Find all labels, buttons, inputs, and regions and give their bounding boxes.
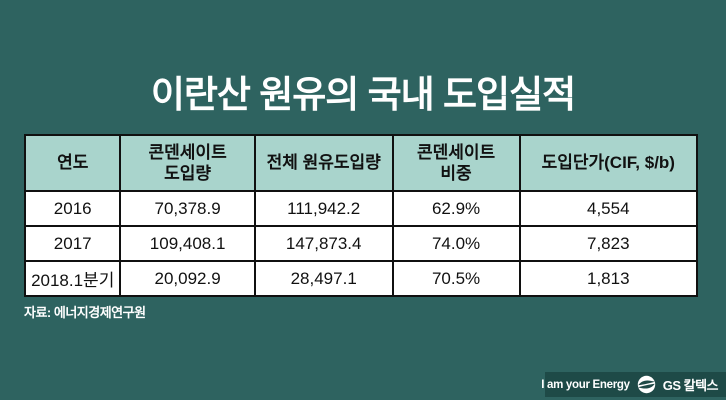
brand-name: GS 칼텍스 [662, 378, 719, 393]
cell-unit-price: 4,554 [518, 190, 699, 227]
import-data-table: 연도 콘덴세이트 도입량 전체 원유도입량 콘덴세이트 비중 도입단가(CIF,… [23, 134, 699, 297]
cell-year: 2016 [23, 190, 122, 227]
cell-total-crude-imports: 147,873.4 [253, 225, 394, 262]
table-row: 2016 70,378.9 111,942.2 62.9% 4,554 [23, 190, 699, 227]
header-cell-unit-price: 도입단가(CIF, $/b) [518, 134, 699, 192]
cell-total-crude-imports: 111,942.2 [253, 190, 394, 227]
page-title: 이란산 원유의 국내 도입실적 [150, 74, 576, 115]
cell-condensate-imports: 70,378.9 [119, 190, 256, 227]
brand-slogan: I am your Energy [541, 378, 630, 391]
footer-brand-bar: I am your Energy GS 칼텍스 [541, 372, 726, 397]
header-cell-condensate-imports: 콘덴세이트 도입량 [119, 134, 256, 192]
header-cell-condensate-share: 콘덴세이트 비중 [391, 134, 521, 192]
gs-caltex-logo-icon [637, 375, 655, 394]
cell-condensate-share: 74.0% [391, 225, 521, 262]
cell-unit-price: 1,813 [518, 260, 699, 297]
cell-year: 2017 [23, 225, 122, 262]
cell-total-crude-imports: 28,497.1 [253, 260, 394, 297]
cell-unit-price: 7,823 [518, 225, 699, 262]
header-cell-year: 연도 [23, 134, 122, 192]
cell-condensate-imports: 109,408.1 [119, 225, 256, 262]
header-cell-total-crude-imports: 전체 원유도입량 [253, 134, 394, 192]
table-row: 2018.1분기 20,092.9 28,497.1 70.5% 1,813 [23, 260, 699, 297]
source-note: 자료: 에너지경제연구원 [24, 305, 146, 320]
table-row: 2017 109,408.1 147,873.4 74.0% 7,823 [23, 225, 699, 262]
table-header-row: 연도 콘덴세이트 도입량 전체 원유도입량 콘덴세이트 비중 도입단가(CIF,… [23, 134, 699, 192]
cell-condensate-share: 70.5% [391, 260, 521, 297]
cell-condensate-imports: 20,092.9 [119, 260, 256, 297]
cell-year: 2018.1분기 [23, 260, 122, 297]
cell-condensate-share: 62.9% [391, 190, 521, 227]
